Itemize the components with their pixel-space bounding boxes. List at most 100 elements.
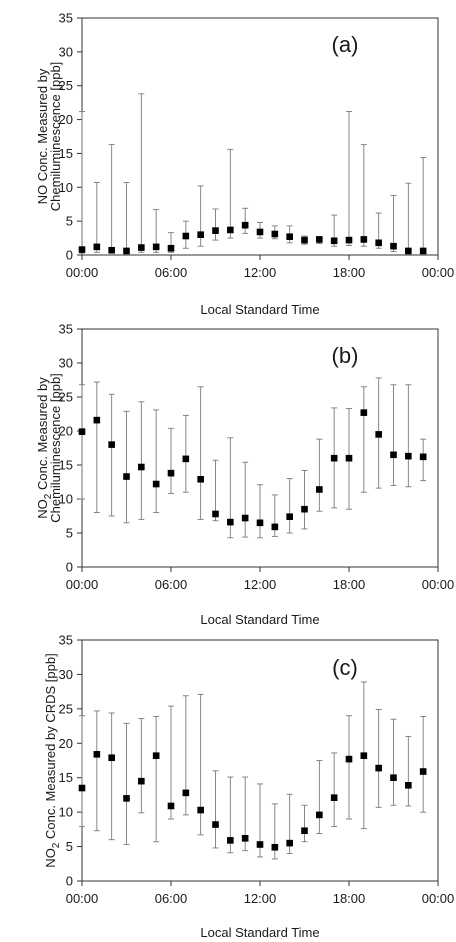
data-point xyxy=(241,221,249,229)
x-tick-label: 00:00 xyxy=(66,265,99,280)
x-tick-label: 00:00 xyxy=(66,577,99,592)
y-tick-label: 30 xyxy=(59,44,73,59)
data-point xyxy=(197,475,204,483)
data-point xyxy=(197,231,204,238)
data-point xyxy=(256,228,264,236)
data-point xyxy=(360,409,368,416)
data-point xyxy=(78,428,86,435)
x-tick-label: 06:00 xyxy=(155,265,188,280)
data-point xyxy=(138,777,145,785)
data-point xyxy=(152,480,160,488)
data-point xyxy=(390,451,397,459)
data-point xyxy=(241,514,249,522)
y-tick-label: 20 xyxy=(59,736,73,751)
data-point xyxy=(152,752,160,759)
data-point xyxy=(390,774,397,782)
data-point xyxy=(212,821,219,828)
y-axis-title-tail: Conc. Measured by CRDS [ppb] xyxy=(43,653,58,842)
x-tick-label: 12:00 xyxy=(244,577,277,592)
y-axis-title-text: Chemiluminescence [ppb] xyxy=(48,373,63,523)
y-axis-title-text: NO xyxy=(35,499,50,519)
x-axis-title: Local Standard Time xyxy=(200,612,319,627)
data-point xyxy=(152,243,160,251)
x-tick-label: 18:00 xyxy=(333,891,366,906)
y-tick-label: 15 xyxy=(59,458,73,473)
y-tick-label: 15 xyxy=(59,146,73,161)
y-tick-label: 35 xyxy=(59,322,73,337)
data-point xyxy=(286,513,293,520)
y-axis-title-tail: Conc. Measured by xyxy=(35,377,50,494)
data-point xyxy=(167,469,175,477)
data-point xyxy=(301,505,308,513)
data-point xyxy=(241,835,249,842)
x-axis-title: Local Standard Time xyxy=(200,925,319,940)
y-tick-label: 20 xyxy=(59,424,73,439)
x-tick-label: 00:00 xyxy=(422,265,455,280)
data-point xyxy=(138,463,145,471)
data-point xyxy=(93,416,101,424)
data-point xyxy=(405,452,412,460)
data-point xyxy=(405,247,412,255)
data-point xyxy=(419,247,427,255)
data-point xyxy=(330,454,338,462)
y-axis-title-line: NO Conc. Measured by xyxy=(35,68,50,204)
y-axis-title-text: NO xyxy=(43,848,58,868)
data-point xyxy=(256,519,264,527)
y-tick-label: 35 xyxy=(59,11,73,26)
x-tick-label: 00:00 xyxy=(422,891,455,906)
y-tick-label: 0 xyxy=(66,874,73,889)
y-tick-label: 20 xyxy=(59,112,73,127)
x-tick-label: 06:00 xyxy=(155,577,188,592)
data-point xyxy=(138,244,145,251)
y-axis-title-text: Chemiluminescence [ppb] xyxy=(48,62,63,212)
data-point xyxy=(123,247,130,255)
panel-3: 0 5 10 15 20 25 30 35 00:00 06:00 12:00 18:00 00:00 L… xyxy=(43,633,454,941)
y-axis-title-subscript: 2 xyxy=(43,493,54,499)
data-point xyxy=(212,227,219,234)
data-point xyxy=(93,243,101,251)
panel-tag: (c) xyxy=(332,655,358,680)
data-point xyxy=(182,789,190,797)
data-point xyxy=(227,518,234,526)
data-point xyxy=(182,455,190,463)
data-point xyxy=(271,523,279,531)
panel-tag: (a) xyxy=(332,32,359,57)
y-axis-title-line: NO2 Conc. Measured by CRDS [ppb] xyxy=(43,653,62,867)
y-axis-title-line: NO2 Conc. Measured by xyxy=(35,377,54,519)
data-point xyxy=(360,752,368,759)
data-point xyxy=(375,764,382,772)
data-point xyxy=(345,755,353,763)
data-point xyxy=(390,242,397,250)
data-point xyxy=(108,754,115,762)
y-tick-label: 5 xyxy=(66,839,73,854)
data-point xyxy=(271,843,279,851)
y-tick-label: 10 xyxy=(59,180,73,195)
data-point xyxy=(375,431,382,438)
data-point xyxy=(316,486,323,493)
y-tick-label: 30 xyxy=(59,667,73,682)
x-tick-label: 18:00 xyxy=(333,265,366,280)
x-tick-label: 18:00 xyxy=(333,577,366,592)
data-point xyxy=(167,802,175,810)
data-point xyxy=(316,236,323,243)
x-tick-label: 00:00 xyxy=(422,577,455,592)
panel-tag: (b) xyxy=(332,343,359,368)
data-point xyxy=(419,453,427,461)
y-tick-label: 0 xyxy=(66,248,73,263)
data-point xyxy=(345,236,353,244)
data-point xyxy=(78,784,86,792)
data-point xyxy=(375,239,382,247)
plot-frame xyxy=(81,17,439,256)
x-tick-label: 00:00 xyxy=(66,891,99,906)
y-axis-title-text: NO Conc. Measured by xyxy=(35,68,50,204)
y-tick-label: 25 xyxy=(59,78,73,93)
x-tick-label: 12:00 xyxy=(244,265,277,280)
data-point xyxy=(301,827,308,835)
y-tick-label: 5 xyxy=(66,214,73,229)
data-point xyxy=(330,794,338,801)
data-point xyxy=(256,841,264,848)
x-tick-label: 12:00 xyxy=(244,891,277,906)
data-point xyxy=(227,226,234,234)
data-point xyxy=(286,233,293,241)
